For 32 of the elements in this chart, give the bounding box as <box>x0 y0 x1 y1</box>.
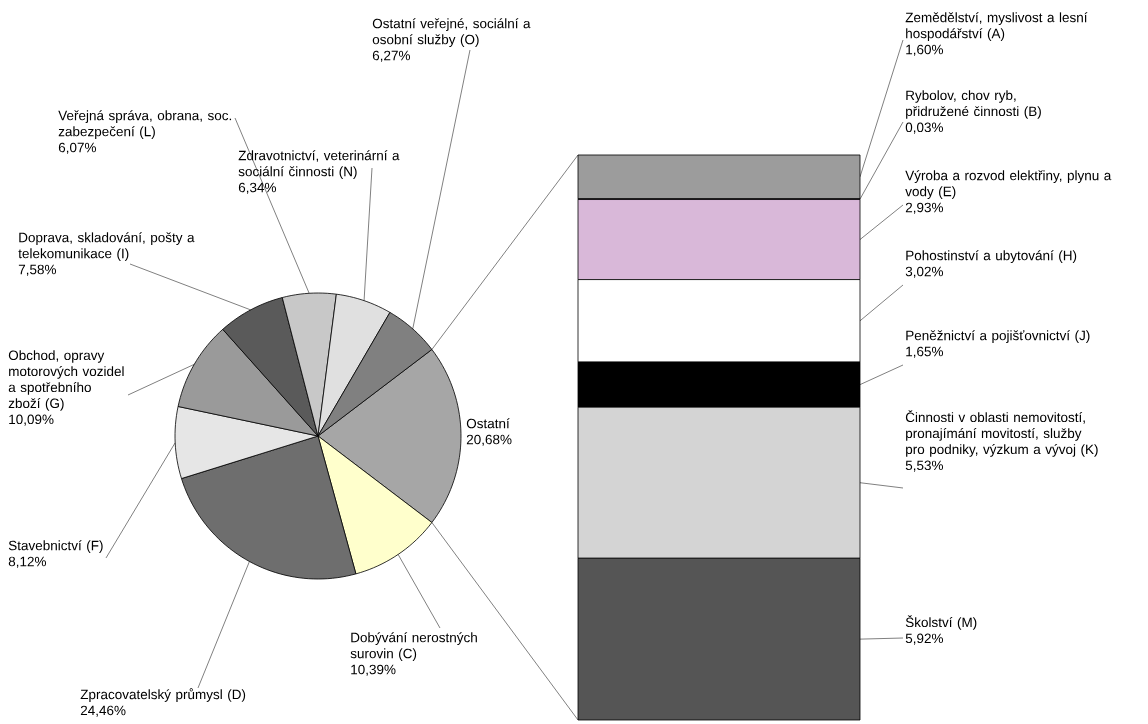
data-label: 5,92% <box>905 633 944 645</box>
data-label: 6,27% <box>372 50 410 62</box>
data-label: 10,39% <box>351 664 396 676</box>
data-label: 1,65% <box>906 346 944 358</box>
data-label: 5,53% <box>905 460 944 472</box>
data-label: 2,93% <box>905 202 944 214</box>
slice-label: Dobývání nerostných surovin (C) <box>350 632 477 661</box>
data-label: 7,58% <box>18 264 56 276</box>
slice-label: Zpracovatelský průmysl (D) <box>80 688 246 702</box>
data-label: 10,09% <box>9 414 54 426</box>
slice-label: Veřejná správa, obrana, soc. zabezpečení (L) <box>58 110 232 139</box>
text: Zemědělství, myslivost a lesní hospodářství (A) <box>905 12 1088 41</box>
data-label: 0,03% <box>905 122 944 134</box>
data-label: 6,34% <box>238 182 277 194</box>
data-label: 3,02% <box>905 266 944 278</box>
text: Rybolov, chov ryb, přidružené činnosti (B) <box>906 90 1041 119</box>
data-label: 24,46% <box>80 705 126 717</box>
slice-label: Zdravotnictví, veterinární a sociální činnosti (N) <box>238 150 400 179</box>
text: Činnosti v oblasti nemovitostí, pronajímání movitostí, služby pro podniky, výzkum a vývoj (K) <box>905 410 1098 457</box>
text: Výroba a rozvod elektřiny, plynu a vody (E) <box>905 170 1112 199</box>
text: Pohostinství a ubytování (H) <box>906 250 1077 263</box>
slice-label: Ostatní veřejné, sociální a osobní služby (O) <box>372 18 531 47</box>
slice-label: Doprava, skladování, pošty a telekomunikace (I) <box>18 232 195 261</box>
slice-label: Stavebnictví (F) <box>8 540 103 553</box>
slice-label: Obchod, opravy motorových vozidel a spotřebního zboží (G) <box>8 350 124 411</box>
data-label: 8,12% <box>8 556 47 568</box>
data-label: 20,68% <box>466 434 512 446</box>
data-label: 1,60% <box>906 44 944 56</box>
data-label: 6,07% <box>58 142 96 154</box>
text: Peněžnictví a pojišťovnictví (J) <box>906 330 1090 343</box>
text: Školství (M) <box>905 615 977 630</box>
slice-label: Ostatní <box>466 418 510 429</box>
